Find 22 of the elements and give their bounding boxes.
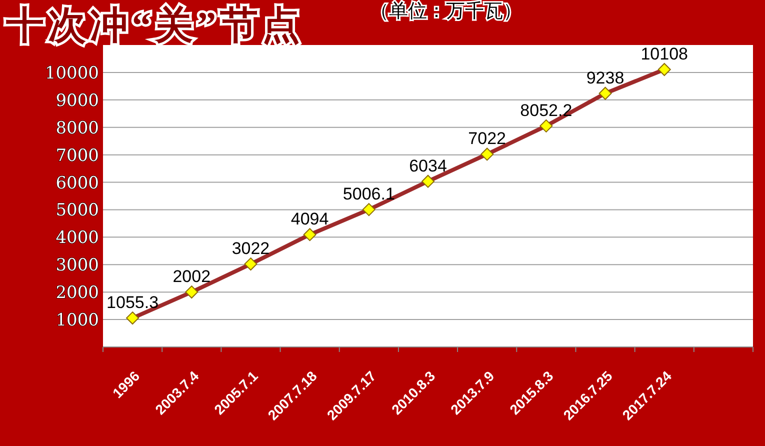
data-label: 9238 <box>586 68 624 88</box>
y-tick-label: 2000 <box>56 283 99 304</box>
y-tick-label: 5000 <box>56 200 99 221</box>
y-tick-label: 7000 <box>56 146 99 166</box>
y-tick-label: 9000 <box>56 90 99 111</box>
y-tick-label: 6000 <box>56 173 99 194</box>
y-tick-label: 4000 <box>56 228 99 248</box>
y-tick-label: 1000 <box>56 310 99 331</box>
data-label: 3022 <box>232 239 270 258</box>
y-tick-label: 8000 <box>56 118 99 138</box>
data-label: 10108 <box>640 44 688 64</box>
data-label: 1055.3 <box>106 293 159 312</box>
chart-title: 十次冲“关”节点 <box>6 5 304 47</box>
chart-subtitle: （单位：万千瓦） <box>370 1 522 22</box>
y-tick-label: 3000 <box>56 256 99 276</box>
data-label: 6034 <box>409 156 447 176</box>
y-tick-label: 10000 <box>44 63 99 84</box>
data-label: 7022 <box>468 129 506 148</box>
data-label: 4094 <box>290 210 329 229</box>
data-label: 8052.2 <box>520 100 572 120</box>
data-label: 2002 <box>172 267 211 286</box>
data-label: 5006.1 <box>342 184 395 204</box>
